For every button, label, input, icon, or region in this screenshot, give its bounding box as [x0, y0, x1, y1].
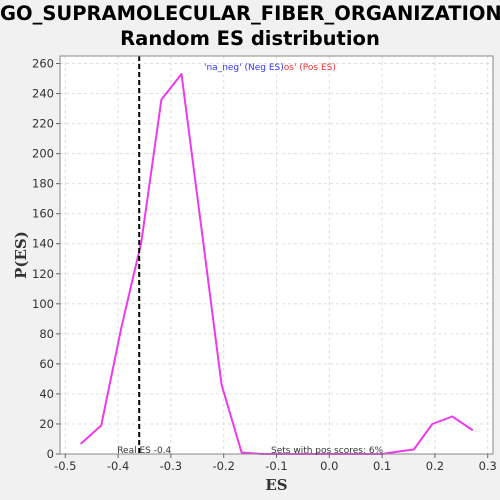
x-tick-label: -0.1 — [265, 459, 287, 473]
x-tick-label: -0.2 — [212, 459, 234, 473]
x-tick-label: 0.2 — [426, 459, 444, 473]
y-tick-label: 20 — [39, 417, 54, 431]
data-point — [100, 424, 103, 427]
x-tick-label: -0.3 — [160, 459, 182, 473]
chart-title-line1: GO_SUPRAMOLECULAR_FIBER_ORGANIZATION: — [0, 2, 500, 25]
x-axis-title: ES — [265, 476, 287, 494]
x-tick-label: 0.0 — [320, 459, 338, 473]
data-point — [160, 98, 163, 101]
data-point — [120, 326, 123, 329]
y-tick-label: 80 — [39, 327, 54, 341]
y-tick-label: 260 — [32, 57, 54, 71]
data-point — [431, 423, 434, 425]
data-point — [451, 415, 454, 418]
data-point — [200, 227, 203, 230]
y-tick-label: 0 — [47, 447, 54, 461]
y-tick-label: 240 — [32, 87, 54, 101]
grid-lines — [60, 56, 493, 455]
data-point — [240, 451, 243, 454]
x-tick-label: 0.1 — [373, 459, 391, 473]
y-tick-label: 160 — [32, 207, 54, 221]
y-axis-title: P(ES) — [12, 231, 30, 279]
real-es-label: Real ES -0.4 — [117, 446, 171, 456]
y-tick-label: 180 — [32, 177, 54, 191]
data-point — [401, 450, 404, 452]
chart-title-line2: Random ES distribution — [120, 27, 380, 50]
pos-score-annotation: Sets with pos scores: 6% — [271, 446, 384, 456]
text-layer: 0 20 40 60 80 100 120 140 160 180 200 220 240 260 -0.5… — [12, 57, 497, 494]
data-point — [80, 442, 83, 445]
x-tick-label: -0.5 — [54, 459, 76, 473]
y-tick-label: 140 — [32, 237, 54, 251]
legend-entry: os' (Pos ES) — [284, 63, 336, 73]
y-tick-label: 120 — [32, 267, 54, 281]
axes — [56, 55, 494, 458]
y-tick-label: 40 — [39, 387, 54, 401]
x-tick-label: -0.4 — [107, 459, 129, 473]
y-tick-label: 100 — [32, 297, 54, 311]
data-point — [140, 241, 143, 244]
legend: 'na_neg' (Neg ES)os' (Pos ES) — [204, 63, 336, 73]
y-tick-label: 60 — [39, 357, 54, 371]
legend-entry: 'na_neg' (Neg ES) — [204, 63, 284, 73]
x-tick-label: 0.3 — [479, 459, 497, 473]
data-point — [471, 429, 474, 431]
y-tick-label: 220 — [32, 117, 54, 131]
data-point — [412, 448, 415, 451]
data-point — [180, 73, 183, 75]
data-point — [220, 384, 223, 386]
y-tick-label: 200 — [32, 147, 54, 161]
